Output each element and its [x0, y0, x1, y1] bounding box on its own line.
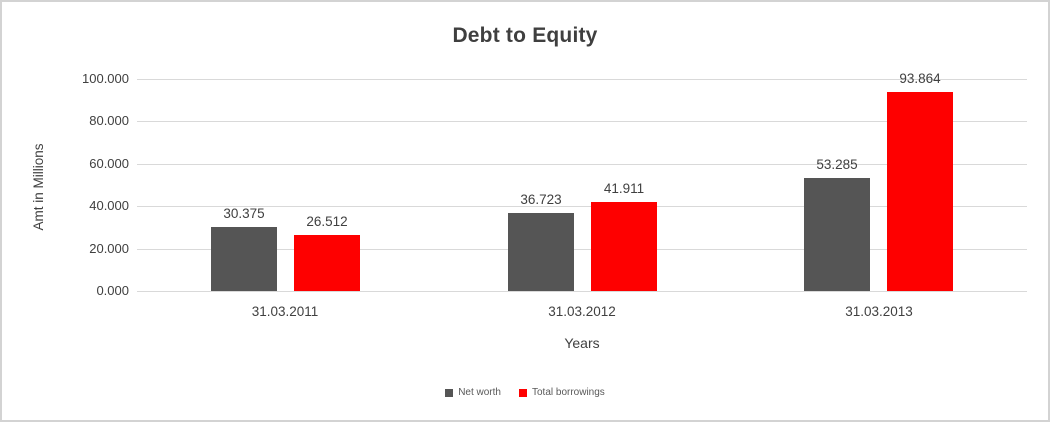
data-label: 41.911 [603, 181, 645, 196]
data-label: 53.285 [816, 157, 858, 172]
legend-swatch-icon [445, 388, 454, 397]
legend: Net worth Total borrowings [2, 387, 1048, 398]
y-axis-tick-label: 0.000 [96, 283, 129, 298]
gridline [137, 79, 1027, 80]
data-label: 93.864 [899, 71, 941, 86]
legend-label: Total borrowings [531, 387, 605, 398]
data-label: 26.512 [306, 214, 348, 229]
bar-net-worth [804, 178, 870, 291]
y-axis-tick-label: 60.000 [89, 156, 129, 171]
gridline [137, 206, 1027, 207]
gridline [137, 164, 1027, 165]
legend-swatch-icon [518, 388, 527, 397]
y-axis-tick-label: 80.000 [89, 113, 129, 128]
gridline [137, 291, 1027, 292]
x-axis-category-label: 31.03.2013 [845, 304, 913, 319]
y-axis-tick-label: 20.000 [89, 241, 129, 256]
bar-net-worth [211, 227, 277, 291]
y-axis-tick-label: 40.000 [89, 198, 129, 213]
legend-label: Net worth [458, 387, 501, 398]
data-label: 36.723 [520, 192, 562, 207]
gridline [137, 121, 1027, 122]
bar-total-borrowings [591, 202, 657, 291]
bar-net-worth [508, 213, 574, 291]
data-label: 30.375 [223, 206, 265, 221]
bar-total-borrowings [887, 92, 953, 291]
y-axis-tick-label: 100.000 [82, 71, 129, 86]
legend-item-net-worth: Net worth [445, 387, 501, 398]
gridline [137, 249, 1027, 250]
bar-total-borrowings [294, 235, 360, 291]
chart-title: Debt to Equity [452, 24, 598, 47]
x-axis-category-label: 31.03.2011 [251, 304, 319, 319]
x-axis-category-label: 31.03.2012 [548, 304, 616, 319]
x-axis-title: Years [564, 335, 600, 351]
legend-item-total-borrowings: Total borrowings [518, 387, 605, 398]
